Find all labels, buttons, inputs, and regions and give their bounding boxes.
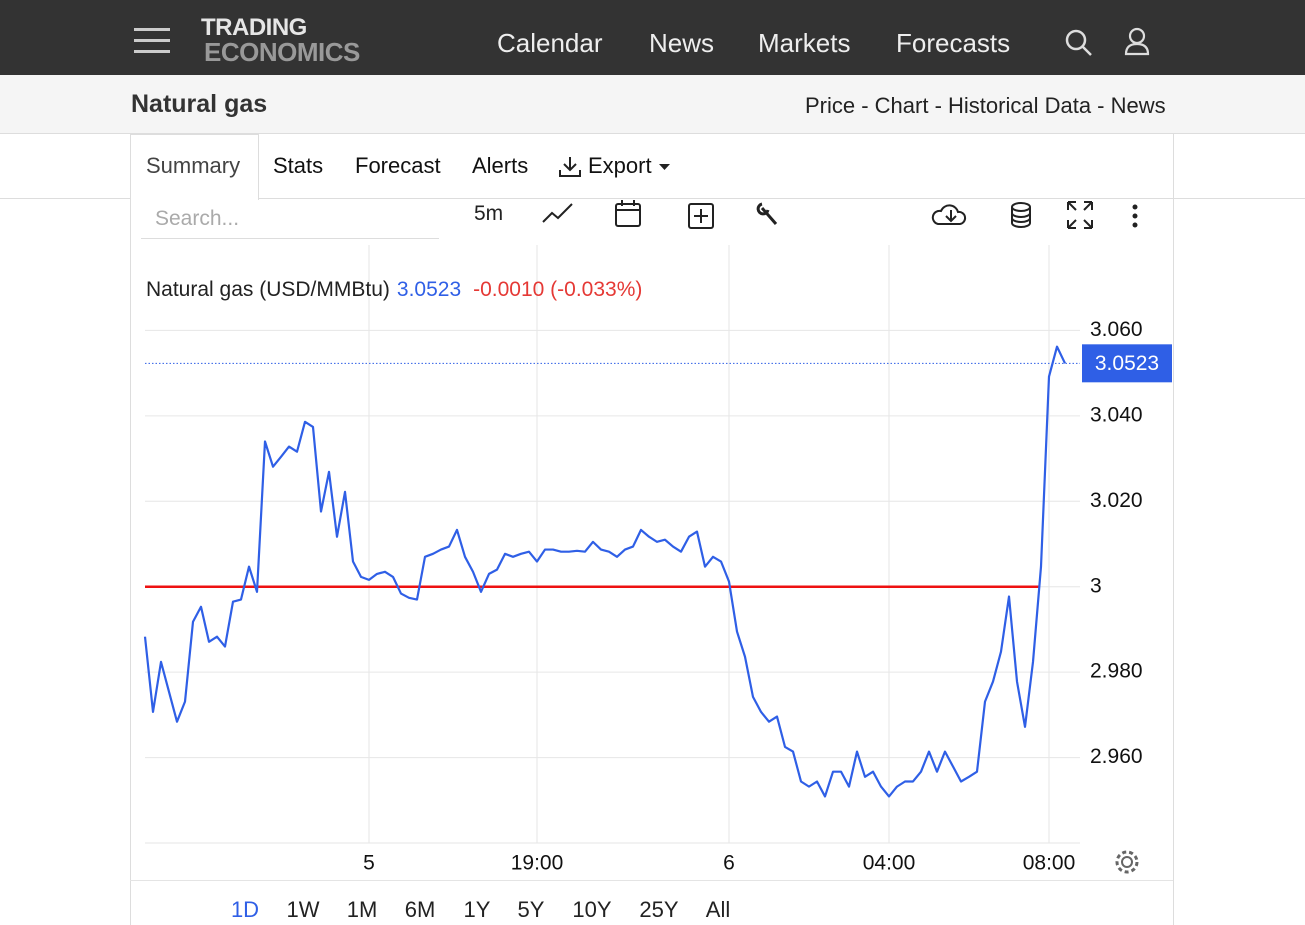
- panel: [130, 134, 1174, 925]
- tools-icon[interactable]: [756, 202, 778, 225]
- logo-bottom[interactable]: ECONOMICS: [204, 37, 360, 67]
- range-button[interactable]: 1D: [231, 897, 259, 922]
- x-tick-label: 04:00: [863, 852, 916, 875]
- page-title: Natural gas: [131, 90, 268, 118]
- menu-icon[interactable]: [134, 26, 172, 56]
- dropdown-caret[interactable]: [658, 162, 672, 172]
- y-tick-label: 2.960: [1090, 745, 1143, 768]
- legend: Natural gas (USD/MMBtu) 3.0523 -0.0010 (-0…: [146, 278, 642, 301]
- nav-link[interactable]: Forecasts: [896, 28, 1011, 58]
- range-button[interactable]: 6M: [405, 897, 436, 922]
- y-tick-label: 3.040: [1090, 403, 1143, 426]
- top-bar: [0, 0, 1305, 75]
- chart-toolbar-icons: [542, 200, 1138, 229]
- calendar-icon[interactable]: [615, 200, 641, 227]
- search-icon[interactable]: [1064, 28, 1094, 58]
- x-tick-label: 6: [723, 852, 735, 875]
- range-button[interactable]: 10Y: [572, 897, 611, 922]
- tab[interactable]: Stats: [273, 153, 324, 178]
- search-box[interactable]: [141, 200, 439, 239]
- search-placeholder[interactable]: Search...: [155, 207, 240, 230]
- legend-name: Natural gas (USD/MMBtu): [146, 278, 390, 301]
- range-button[interactable]: 1W: [287, 897, 320, 922]
- tab-line: [0, 198, 1305, 199]
- data-icon[interactable]: [1011, 202, 1031, 228]
- settings-icon[interactable]: [1113, 848, 1141, 876]
- tab[interactable]: Forecast: [355, 153, 441, 178]
- x-tick-label: 08:00: [1023, 852, 1076, 875]
- export-icon[interactable]: [558, 155, 584, 179]
- y-tick-label: 3.020: [1090, 489, 1143, 512]
- interval[interactable]: 5m: [474, 202, 504, 225]
- last-value-label: 3.0523: [1095, 352, 1159, 375]
- user-icon[interactable]: [1123, 26, 1153, 58]
- y-tick-label: 2.980: [1090, 660, 1143, 683]
- range-divider: [130, 880, 1173, 881]
- fullscreen-icon[interactable]: [1067, 201, 1093, 229]
- y-tick-label: 3.060: [1090, 318, 1143, 341]
- active-tab[interactable]: [130, 134, 259, 200]
- sub-header: [0, 75, 1305, 134]
- download-icon[interactable]: [931, 204, 967, 225]
- x-tick-label: 19:00: [511, 852, 564, 875]
- legend-change: -0.0010 (-0.033%): [473, 278, 642, 301]
- x-tick-label: 5: [363, 852, 375, 875]
- nav-link[interactable]: Calendar: [497, 28, 603, 58]
- range-button[interactable]: 1Y: [464, 897, 491, 922]
- legend-value: 3.0523: [397, 278, 461, 301]
- last-value-badge: [1082, 344, 1172, 383]
- range-button[interactable]: 1M: [347, 897, 378, 922]
- y-tick-label: 3: [1090, 574, 1102, 597]
- range-button[interactable]: All: [706, 897, 730, 922]
- range-button[interactable]: 5Y: [518, 897, 545, 922]
- price-line: [143, 345, 1066, 798]
- tab[interactable]: Alerts: [472, 153, 529, 178]
- nav-link[interactable]: Markets: [758, 28, 851, 58]
- nav-link[interactable]: News: [649, 28, 715, 58]
- tab[interactable]: Summary: [146, 153, 241, 178]
- logo-top[interactable]: TRADING: [201, 14, 307, 41]
- header-links[interactable]: Price - Chart - Historical Data - News: [805, 93, 1166, 118]
- tab[interactable]: Export: [588, 153, 652, 178]
- more-icon[interactable]: [1132, 204, 1138, 228]
- line-type-icon[interactable]: [542, 203, 573, 223]
- range-button[interactable]: 25Y: [639, 897, 678, 922]
- compare-icon[interactable]: [688, 203, 714, 229]
